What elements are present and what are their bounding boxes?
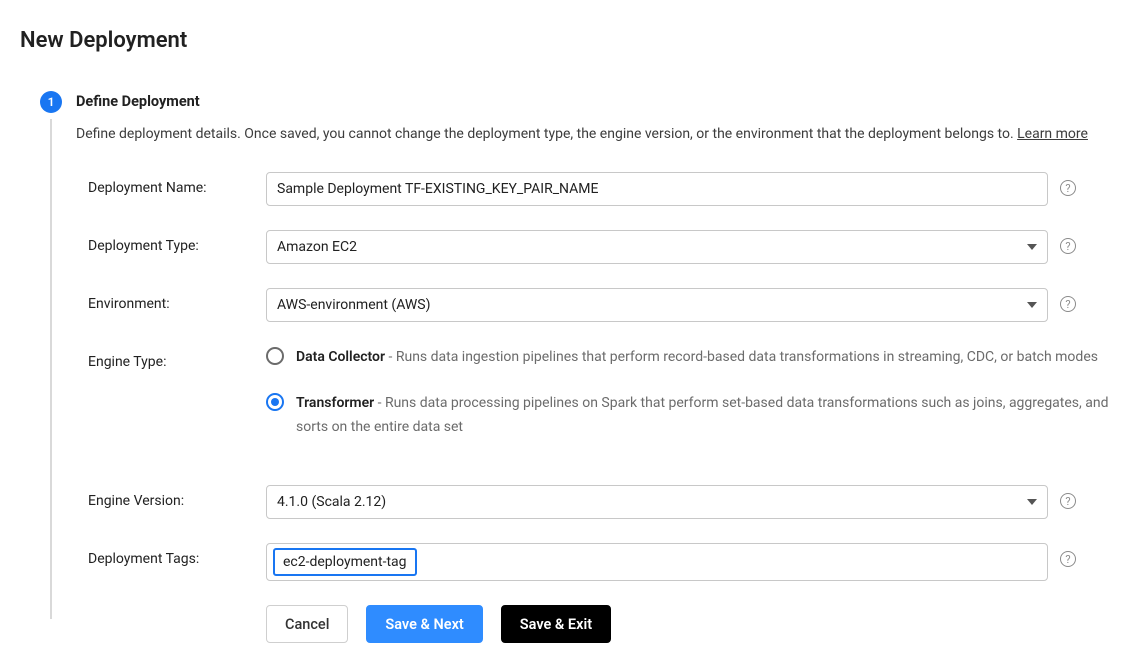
row-engine-version: Engine Version: 4.1.0 (Scala 2.12) ? [76,485,1117,519]
label-engine-type: Engine Type: [76,346,266,370]
deployment-form: Deployment Name: ? Deployment Type: Amaz… [76,172,1117,643]
step-description: Define deployment details. Once saved, y… [76,126,1117,142]
label-deployment-tags: Deployment Tags: [76,543,266,567]
deployment-type-select[interactable]: Amazon EC2 [266,230,1048,264]
row-deployment-tags: Deployment Tags: ec2-deployment-tag ? [76,543,1117,581]
step-container: 1 Define Deployment Define deployment de… [40,91,1117,643]
tag-chip[interactable]: ec2-deployment-tag [273,548,417,576]
radio-option-transformer[interactable]: Transformer - Runs data processing pipel… [266,392,1117,440]
deployment-tags-input[interactable]: ec2-deployment-tag [266,543,1048,581]
save-next-button[interactable]: Save & Next [366,605,482,643]
radio-text: Transformer - Runs data processing pipel… [296,392,1117,440]
help-icon[interactable]: ? [1060,238,1076,254]
step-body: Define Deployment Define deployment deta… [76,91,1117,643]
help-icon[interactable]: ? [1060,180,1076,196]
learn-more-link[interactable]: Learn more [1017,126,1088,142]
row-engine-type: Engine Type: Data Collector - Runs data … [76,346,1117,461]
radio-icon [266,347,284,365]
radio-option-name: Transformer [296,395,374,411]
button-row: Cancel Save & Next Save & Exit [266,605,1117,643]
radio-option-name: Data Collector [296,349,385,365]
row-deployment-type: Deployment Type: Amazon EC2 ? [76,230,1117,264]
radio-icon [266,393,284,411]
page-title: New Deployment [20,28,1117,53]
cancel-button[interactable]: Cancel [266,605,348,643]
help-icon[interactable]: ? [1060,296,1076,312]
row-environment: Environment: AWS-environment (AWS) ? [76,288,1117,322]
step-number-badge: 1 [40,91,62,113]
save-exit-button[interactable]: Save & Exit [501,605,611,643]
help-icon[interactable]: ? [1060,551,1076,567]
radio-option-desc: - Runs data processing pipelines on Spar… [296,395,1109,435]
engine-version-select[interactable]: 4.1.0 (Scala 2.12) [266,485,1048,519]
engine-type-radio-group: Data Collector - Runs data ingestion pip… [266,346,1117,461]
label-deployment-name: Deployment Name: [76,172,266,196]
step-vertical-line [50,119,52,619]
step-title: Define Deployment [76,93,1117,110]
step-indicator-column: 1 [40,91,62,619]
label-environment: Environment: [76,288,266,312]
label-deployment-type: Deployment Type: [76,230,266,254]
radio-option-desc: - Runs data ingestion pipelines that per… [385,349,1098,365]
environment-select[interactable]: AWS-environment (AWS) [266,288,1048,322]
deployment-name-input[interactable] [266,172,1048,206]
radio-text: Data Collector - Runs data ingestion pip… [296,346,1098,370]
help-icon[interactable]: ? [1060,493,1076,509]
label-engine-version: Engine Version: [76,485,266,509]
radio-option-data-collector[interactable]: Data Collector - Runs data ingestion pip… [266,346,1117,370]
row-deployment-name: Deployment Name: ? [76,172,1117,206]
step-description-text: Define deployment details. Once saved, y… [76,126,1017,142]
